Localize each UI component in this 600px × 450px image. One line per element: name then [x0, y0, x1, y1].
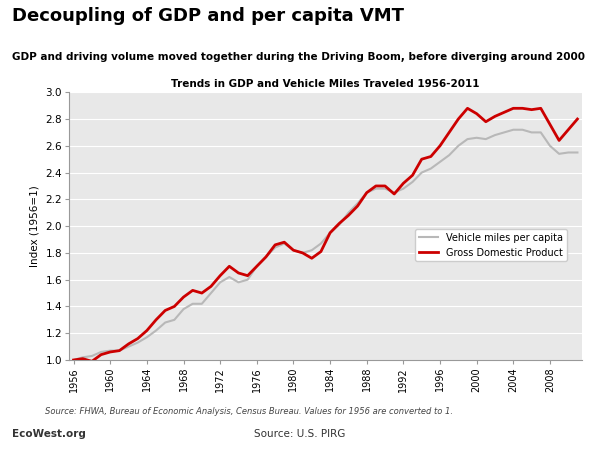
Text: Decoupling of GDP and per capita VMT: Decoupling of GDP and per capita VMT — [12, 7, 404, 25]
Text: GDP and driving volume moved together during the Driving Boom, before diverging : GDP and driving volume moved together du… — [12, 52, 585, 62]
Y-axis label: Index (1956=1): Index (1956=1) — [30, 185, 40, 267]
Title: Trends in GDP and Vehicle Miles Traveled 1956-2011: Trends in GDP and Vehicle Miles Traveled… — [171, 79, 480, 89]
Text: Source: FHWA, Bureau of Economic Analysis, Census Bureau. Values for 1956 are co: Source: FHWA, Bureau of Economic Analysi… — [45, 407, 453, 416]
Legend: Vehicle miles per capita, Gross Domestic Product: Vehicle miles per capita, Gross Domestic… — [415, 229, 567, 261]
Text: Source: U.S. PIRG: Source: U.S. PIRG — [254, 429, 346, 439]
Text: EcoWest.org: EcoWest.org — [12, 429, 86, 439]
